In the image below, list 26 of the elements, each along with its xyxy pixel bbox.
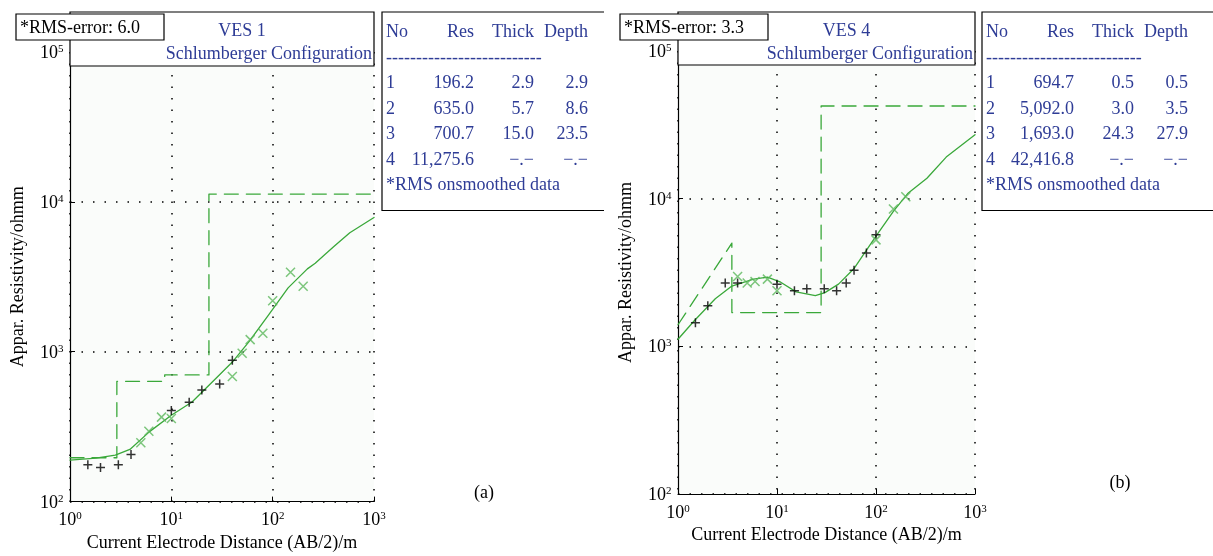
- text: --------------------------: [986, 46, 1142, 67]
- y-axis-title: Appar. Resistivity/ohmm: [7, 186, 27, 368]
- x-axis-title: Current Electrode Distance (AB/2)/m: [691, 524, 962, 546]
- text: *RMS-error: 6.0: [20, 17, 140, 37]
- text: 4 11,275.6 −.− −.−: [386, 148, 588, 169]
- text: 2 5,092.0 3.0 3.5: [986, 97, 1188, 118]
- y-axis-title: Appar. Resistivity/ohmm: [615, 181, 635, 364]
- text: 1 196.2 2.9 2.9: [386, 72, 588, 92]
- text: *RMS onsmoothed data: [986, 174, 1161, 194]
- text: *RMS onsmoothed data: [386, 174, 561, 194]
- text: 4 42,416.8 −.− −.−: [986, 148, 1188, 169]
- text: 1 694.7 0.5 0.5: [986, 72, 1188, 92]
- text: No Res Thick Depth: [386, 21, 588, 41]
- chart-subtitle: Schlumberger Configuration: [766, 43, 973, 63]
- text: 3 700.7 15.0 23.5: [386, 123, 588, 143]
- text: 3 1,693.0 24.3 27.9: [986, 123, 1188, 143]
- text: (b): [1109, 472, 1131, 493]
- text: *RMS-error: 3.3: [624, 17, 744, 37]
- text: No Res Thick Depth: [986, 21, 1188, 41]
- text: 2 635.0 5.7 8.6: [386, 97, 588, 118]
- x-axis-title: Current Electrode Distance (AB/2)/m: [86, 532, 358, 553]
- chart-title: VES 1: [218, 20, 266, 40]
- chart-subtitle: Schlumberger Configuration: [165, 43, 372, 63]
- text: (a): [474, 482, 494, 503]
- chart-title: VES 4: [822, 20, 871, 40]
- text: --------------------------: [386, 46, 542, 67]
